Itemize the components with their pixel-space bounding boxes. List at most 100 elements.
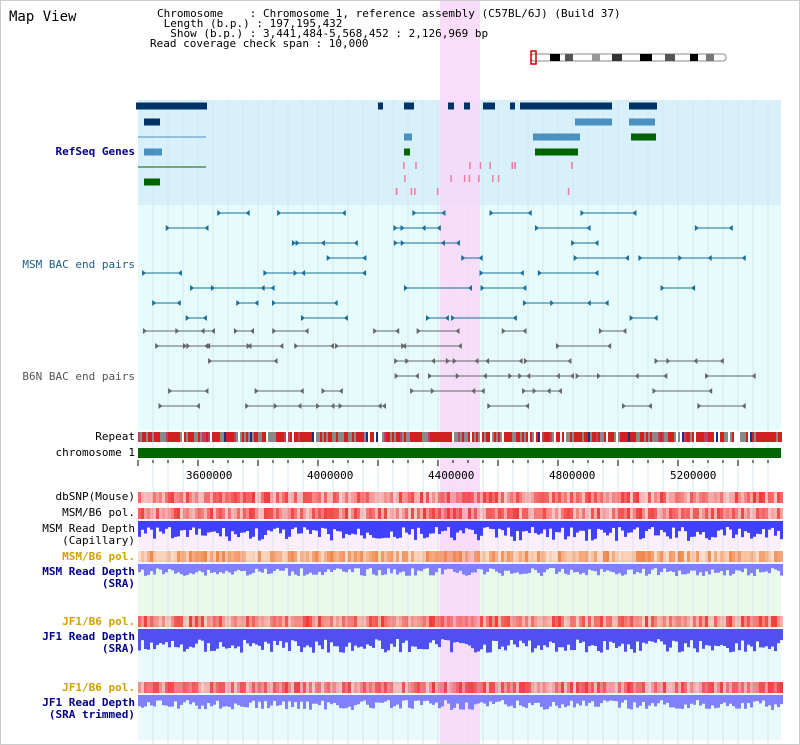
heat-cell bbox=[420, 616, 423, 627]
depth-bar bbox=[411, 564, 414, 569]
depth-bar bbox=[624, 629, 627, 652]
depth-bar bbox=[327, 564, 330, 570]
heat-cell bbox=[579, 616, 582, 627]
depth-bar bbox=[456, 521, 459, 533]
heat-cell bbox=[210, 551, 213, 562]
depth-bar bbox=[534, 695, 537, 703]
repeat-segment bbox=[246, 432, 248, 442]
heat-cell bbox=[774, 551, 777, 562]
bac-end bbox=[403, 285, 408, 291]
depth-bar bbox=[555, 521, 558, 533]
depth-bar bbox=[507, 629, 510, 646]
repeat-segment bbox=[422, 432, 424, 442]
heat-cell bbox=[759, 682, 762, 693]
heat-cell bbox=[501, 551, 504, 562]
depth-bar bbox=[708, 564, 711, 575]
heat-cell bbox=[414, 551, 417, 562]
depth-bar bbox=[402, 521, 405, 528]
heat-cell bbox=[588, 508, 591, 519]
depth-bar bbox=[540, 629, 543, 650]
heat-cell bbox=[333, 682, 336, 693]
heat-cell bbox=[150, 508, 153, 519]
gene-exon bbox=[144, 148, 162, 156]
heat-cell bbox=[411, 551, 414, 562]
heat-cell bbox=[498, 551, 501, 562]
heat-cell bbox=[726, 551, 729, 562]
depth-bar bbox=[564, 629, 567, 651]
depth-bar bbox=[543, 521, 546, 530]
bac-end bbox=[176, 300, 181, 306]
repeat-segment bbox=[670, 432, 672, 442]
depth-bar bbox=[306, 629, 309, 646]
heat-cell bbox=[321, 616, 324, 627]
depth-bar bbox=[162, 629, 165, 645]
heat-cell bbox=[261, 682, 264, 693]
depth-bar bbox=[285, 521, 288, 539]
heat-cell bbox=[210, 508, 213, 519]
heat-cell bbox=[438, 508, 441, 519]
heat-cell bbox=[306, 682, 309, 693]
track-label-msm-depth-sra: MSM Read Depth (SRA) bbox=[42, 566, 135, 590]
depth-bar bbox=[750, 521, 753, 539]
heat-cell bbox=[261, 616, 264, 627]
depth-bar bbox=[195, 695, 198, 706]
heat-cell bbox=[333, 492, 336, 503]
heat-cell bbox=[456, 492, 459, 503]
depth-bar bbox=[765, 695, 768, 707]
repeat-segment bbox=[488, 432, 490, 442]
heat-cell bbox=[684, 508, 687, 519]
depth-bar bbox=[357, 564, 360, 569]
heat-cell bbox=[681, 492, 684, 503]
heat-cell bbox=[636, 492, 639, 503]
heat-cell bbox=[153, 492, 156, 503]
heat-cell bbox=[291, 492, 294, 503]
heat-cell bbox=[330, 616, 333, 627]
repeat-segment bbox=[428, 432, 430, 442]
depth-bar bbox=[633, 695, 636, 703]
heat-cell bbox=[282, 682, 285, 693]
gene-tick bbox=[468, 175, 471, 182]
heat-cell bbox=[699, 551, 702, 562]
depth-bar bbox=[192, 521, 195, 528]
repeat-segment bbox=[584, 432, 586, 442]
heat-cell bbox=[576, 551, 579, 562]
heat-cell bbox=[357, 508, 360, 519]
heat-cell bbox=[480, 492, 483, 503]
heat-cell bbox=[501, 492, 504, 503]
depth-bar bbox=[561, 629, 564, 648]
heat-cell bbox=[675, 682, 678, 693]
repeat-segment bbox=[254, 432, 256, 442]
bac-end bbox=[353, 240, 358, 246]
repeat-segment bbox=[374, 432, 376, 442]
heat-cell bbox=[531, 682, 534, 693]
track-label-b6n-bac[interactable]: B6N BAC end pairs bbox=[22, 370, 135, 383]
heat-cell bbox=[354, 492, 357, 503]
heat-cell bbox=[195, 616, 198, 627]
heat-cell bbox=[633, 682, 636, 693]
heat-cell bbox=[600, 616, 603, 627]
heat-cell bbox=[330, 492, 333, 503]
track-label-refseq[interactable]: RefSeq Genes bbox=[55, 145, 135, 158]
depth-bar bbox=[648, 521, 651, 530]
heat-cell bbox=[147, 616, 150, 627]
heat-cell bbox=[240, 492, 243, 503]
repeat-segment bbox=[560, 432, 562, 442]
depth-bar bbox=[687, 695, 690, 709]
depth-bar bbox=[183, 695, 186, 703]
gene-exon bbox=[404, 148, 410, 156]
repeat-segment bbox=[768, 432, 770, 442]
track-label-repeat: Repeat bbox=[95, 430, 135, 443]
heat-cell bbox=[288, 508, 291, 519]
depth-bar bbox=[780, 521, 783, 540]
depth-bar bbox=[594, 564, 597, 572]
repeat-segment bbox=[146, 432, 148, 442]
heat-cell bbox=[294, 508, 297, 519]
heat-cell bbox=[729, 551, 732, 562]
bac-end bbox=[728, 225, 733, 231]
repeat-segment bbox=[704, 432, 706, 442]
depth-bar bbox=[669, 629, 672, 648]
heat-cell bbox=[219, 492, 222, 503]
track-label-msm-bac[interactable]: MSM BAC end pairs bbox=[22, 258, 135, 271]
heat-cell bbox=[162, 492, 165, 503]
